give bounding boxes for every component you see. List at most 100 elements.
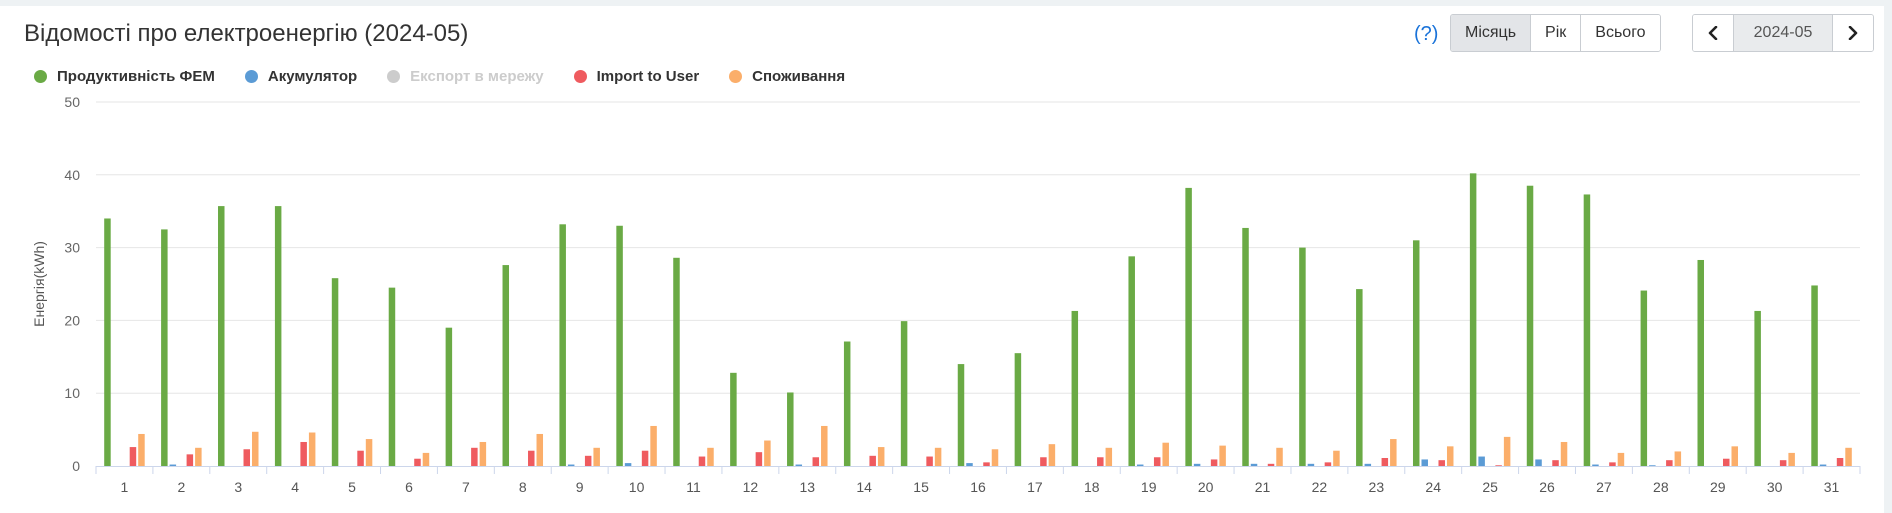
x-tick-label: 10	[629, 479, 645, 495]
x-tick-label: 23	[1369, 479, 1385, 495]
bar-import	[1722, 458, 1730, 466]
bar-import	[243, 449, 251, 466]
legend-label: Продуктивність ФЕМ	[57, 68, 215, 85]
bar-consumption	[536, 433, 544, 466]
legend-item-pv[interactable]: Продуктивність ФЕМ	[34, 68, 215, 85]
bar-pv	[274, 206, 282, 466]
bar-pv	[1356, 289, 1363, 466]
bar-consumption	[1333, 450, 1340, 466]
bar-consumption	[252, 431, 259, 466]
bar-import	[755, 452, 763, 466]
bar-battery	[1592, 464, 1599, 466]
bar-consumption	[1845, 447, 1852, 466]
chart-legend: Продуктивність ФЕМ Акумулятор Експорт в …	[34, 68, 875, 85]
x-tick-label: 31	[1824, 479, 1840, 495]
period-month-button[interactable]: Місяць	[1451, 15, 1531, 51]
x-tick-label: 11	[686, 479, 701, 495]
bar-consumption	[195, 447, 202, 466]
bar-import	[1381, 457, 1389, 466]
bar-battery	[567, 464, 575, 466]
bar-consumption	[1048, 444, 1056, 466]
bar-import	[698, 456, 706, 466]
legend-item-export[interactable]: Експорт в мережу	[387, 68, 544, 85]
bar-import	[1324, 462, 1332, 466]
bar-consumption	[877, 447, 885, 466]
bar-pv	[673, 257, 680, 466]
bar-battery	[1421, 459, 1428, 466]
bar-consumption	[1617, 452, 1625, 466]
bar-pv	[1128, 256, 1135, 466]
bar-battery	[1819, 464, 1827, 466]
bar-pv	[161, 229, 168, 466]
bar-import	[471, 447, 478, 466]
x-tick-label: 25	[1482, 479, 1498, 495]
bar-pv	[1469, 173, 1477, 466]
date-value[interactable]: 2024-05	[1733, 15, 1833, 51]
bar-pv	[502, 265, 510, 466]
x-tick-label: 5	[348, 479, 356, 495]
bar-consumption	[1390, 439, 1397, 466]
legend-label: Import to User	[596, 68, 700, 85]
bar-consumption	[1503, 436, 1511, 466]
bar-pv	[1697, 259, 1704, 466]
bar-import	[1097, 457, 1104, 466]
bar-battery	[1478, 456, 1485, 466]
bar-consumption	[365, 439, 373, 466]
bar-consumption	[1162, 442, 1169, 466]
bar-consumption	[1446, 446, 1454, 466]
bar-consumption	[991, 449, 999, 466]
bar-import	[186, 454, 194, 466]
bar-import	[1609, 462, 1616, 466]
bar-consumption	[593, 447, 600, 466]
bar-pv	[388, 287, 396, 466]
x-tick-label: 12	[743, 479, 759, 495]
legend-dot	[244, 70, 258, 83]
x-tick-label: 17	[1027, 479, 1043, 495]
legend-item-battery[interactable]: Акумулятор	[244, 68, 358, 85]
bar-import	[1779, 460, 1787, 466]
legend-item-consumption[interactable]: Споживання	[729, 68, 845, 85]
bar-import	[1210, 459, 1218, 466]
bar-pv	[787, 392, 794, 466]
bar-consumption	[650, 425, 657, 466]
x-tick-label: 16	[970, 479, 986, 495]
bar-pv	[445, 327, 453, 466]
bar-battery	[1136, 464, 1144, 466]
legend-label: Акумулятор	[267, 68, 358, 85]
bar-pv	[1242, 227, 1249, 466]
x-tick-label: 21	[1255, 479, 1271, 495]
x-tick-label: 3	[234, 479, 242, 495]
bar-consumption	[1219, 445, 1226, 466]
bar-pv	[1185, 187, 1192, 466]
y-tick-label: 40	[64, 167, 80, 183]
bar-pv	[1014, 353, 1022, 466]
y-tick-label: 20	[64, 312, 80, 328]
legend-item-import[interactable]: Import to User	[573, 68, 700, 85]
period-year-button[interactable]: Рік	[1530, 15, 1581, 51]
prev-period-button[interactable]	[1693, 15, 1733, 51]
bar-pv	[730, 372, 737, 466]
bar-consumption	[1560, 441, 1568, 466]
bar-consumption	[1674, 451, 1682, 466]
x-tick-label: 19	[1141, 479, 1157, 495]
x-tick-label: 22	[1312, 479, 1328, 495]
help-link[interactable]: (?)	[1414, 23, 1439, 45]
bar-import	[1495, 465, 1502, 466]
x-tick-label: 20	[1198, 479, 1214, 495]
x-tick-label: 28	[1653, 479, 1669, 495]
bar-battery	[1307, 463, 1315, 466]
bar-battery	[169, 464, 177, 466]
period-all-button[interactable]: Всього	[1580, 15, 1660, 51]
bar-battery	[795, 464, 803, 466]
energy-panel: Відомості про електроенергію (2024-05) (…	[0, 6, 1884, 513]
date-navigator: 2024-05	[1692, 14, 1874, 52]
y-axis-label: Енергія(kWh)	[31, 241, 47, 327]
bar-import	[641, 450, 649, 466]
bar-import	[357, 450, 364, 466]
next-period-button[interactable]	[1833, 15, 1873, 51]
x-tick-label: 8	[519, 479, 527, 495]
y-tick-label: 30	[64, 240, 80, 256]
bar-pv	[843, 341, 851, 466]
bar-battery	[1250, 463, 1258, 466]
